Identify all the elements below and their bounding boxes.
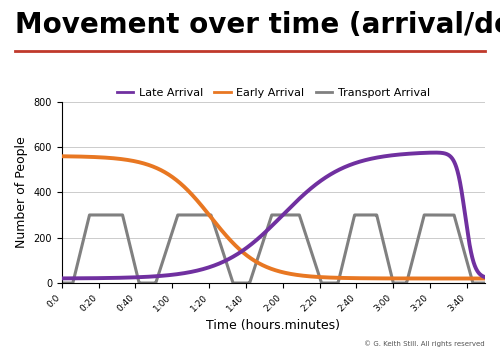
Text: © G. Keith Still. All rights reserved: © G. Keith Still. All rights reserved — [364, 340, 485, 347]
Y-axis label: Number of People: Number of People — [15, 136, 28, 248]
Text: Movement over time (arrival/departures): Movement over time (arrival/departures) — [15, 11, 500, 39]
Legend: Late Arrival, Early Arrival, Transport Arrival: Late Arrival, Early Arrival, Transport A… — [112, 84, 434, 102]
X-axis label: Time (hours.minutes): Time (hours.minutes) — [206, 319, 340, 332]
